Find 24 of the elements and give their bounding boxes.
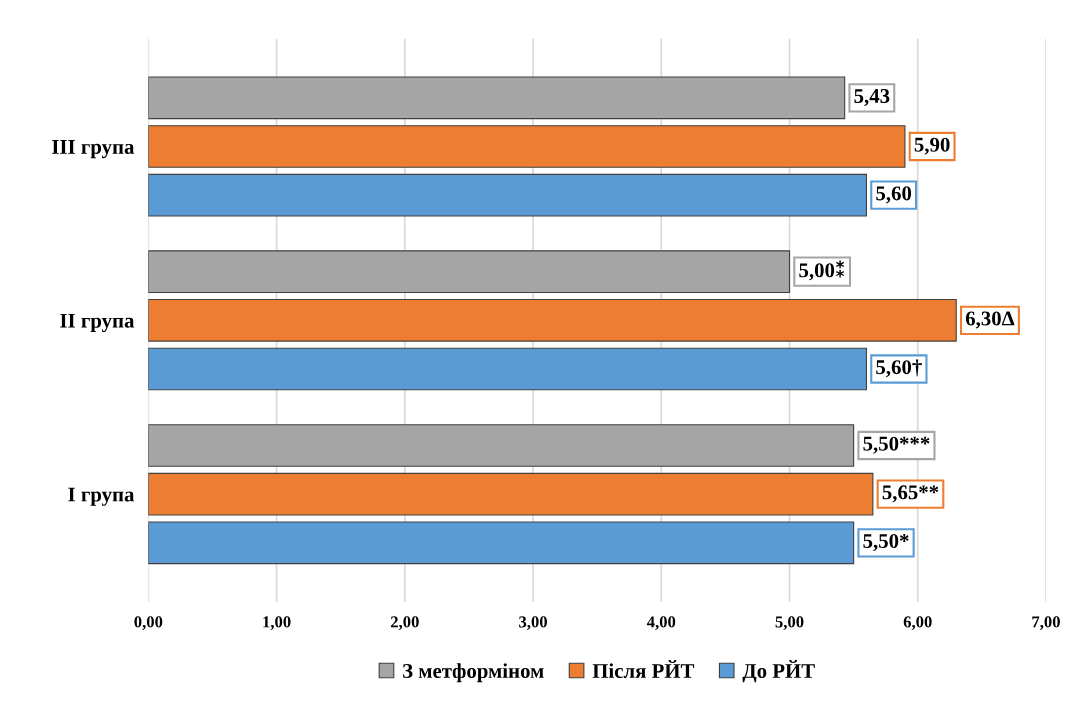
data-label: 5,50*** [863,436,930,454]
y-tick-label: I група [68,487,135,506]
x-tick-label: 1,00 [263,616,291,630]
x-tick-label: 6,00 [903,616,932,630]
x-tick-label: 0,00 [134,616,163,630]
data-label: 5,43 [854,89,890,107]
x-tick-label: 7,00 [1032,616,1060,630]
y-tick-label: III група [52,140,135,159]
data-label: 5,90 [914,137,950,155]
legend-label: З метформіном [403,663,544,683]
data-label: 5,60 [876,186,912,204]
x-tick-label: 3,00 [519,616,547,630]
data-label: 5,00⁑ [799,260,845,281]
data-label: 5,60† [876,359,922,378]
legend-label: До РЙТ [742,660,815,683]
x-tick-label: 4,00 [646,616,676,630]
bar [148,298,957,342]
y-tick-label: II група [60,313,135,333]
data-label: 6,30Δ [965,311,1015,329]
legend-label: Після РЙТ [592,660,695,678]
x-tick-label: 2,00 [390,616,419,630]
data-label: 5,50* [863,533,909,552]
x-tick-label: 5,00 [775,616,804,630]
data-label: 5,65** [882,485,939,503]
